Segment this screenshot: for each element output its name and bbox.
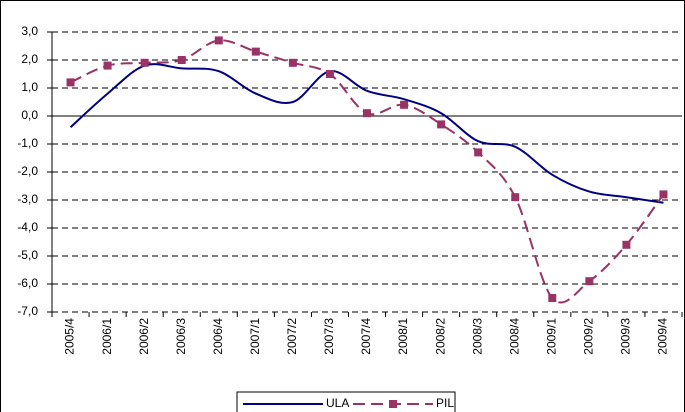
x-tick-label: 2008/4 <box>507 318 521 355</box>
marker <box>288 58 297 67</box>
marker <box>140 58 149 67</box>
series-line <box>69 63 664 204</box>
y-tick-label: -5,0 <box>17 248 38 262</box>
x-tick-label: 2007/2 <box>285 318 299 355</box>
x-tick-label: 2008/3 <box>470 318 484 355</box>
x-tick-label: 2005/4 <box>63 318 77 355</box>
x-tick-label: 2008/2 <box>433 318 447 355</box>
marker <box>177 56 186 64</box>
legend-marker <box>389 400 397 408</box>
marker <box>474 148 483 157</box>
x-tick-label: 2007/1 <box>248 318 262 355</box>
x-tick-label: 2006/1 <box>100 318 114 355</box>
legend-box <box>236 391 456 412</box>
y-tick-label: 3,0 <box>21 24 38 38</box>
x-tick-label: 2006/4 <box>211 318 225 355</box>
y-tick-label: -4,0 <box>17 220 38 234</box>
marker <box>511 193 520 202</box>
y-tick-label: -6,0 <box>17 276 38 290</box>
y-tick-label: 1,0 <box>21 80 38 94</box>
marker <box>214 36 223 45</box>
legend-label: PIL <box>436 396 454 410</box>
marker <box>325 70 334 78</box>
y-tick-label: 2,0 <box>21 52 38 66</box>
x-tick-label: 2007/3 <box>322 318 336 355</box>
x-tick-label: 2009/3 <box>619 318 633 355</box>
x-tick-label: 2006/2 <box>137 318 151 355</box>
x-tick-label: 2006/3 <box>174 318 188 355</box>
y-tick-label: -2,0 <box>17 164 38 178</box>
marker <box>363 109 371 118</box>
y-tick-label: -3,0 <box>17 192 38 206</box>
y-tick-label: -7,0 <box>17 304 38 318</box>
x-tick-label: 2009/2 <box>582 318 596 355</box>
y-tick-label: -1,0 <box>17 136 38 150</box>
marker <box>437 120 446 129</box>
marker <box>585 277 594 286</box>
marker <box>103 61 112 70</box>
x-tick-label: 2008/1 <box>396 318 410 355</box>
marker <box>622 240 631 249</box>
x-tick-label: 2009/1 <box>544 318 558 355</box>
marker <box>251 47 260 56</box>
x-tick-label: 2007/4 <box>359 318 373 355</box>
marker <box>659 190 668 199</box>
marker <box>400 100 409 109</box>
series-line <box>70 39 665 304</box>
y-tick-label: 0,0 <box>21 108 38 122</box>
marker <box>66 78 75 87</box>
legend-label: ULA <box>326 396 349 410</box>
marker <box>548 294 557 302</box>
x-tick-label: 2009/4 <box>656 318 670 355</box>
